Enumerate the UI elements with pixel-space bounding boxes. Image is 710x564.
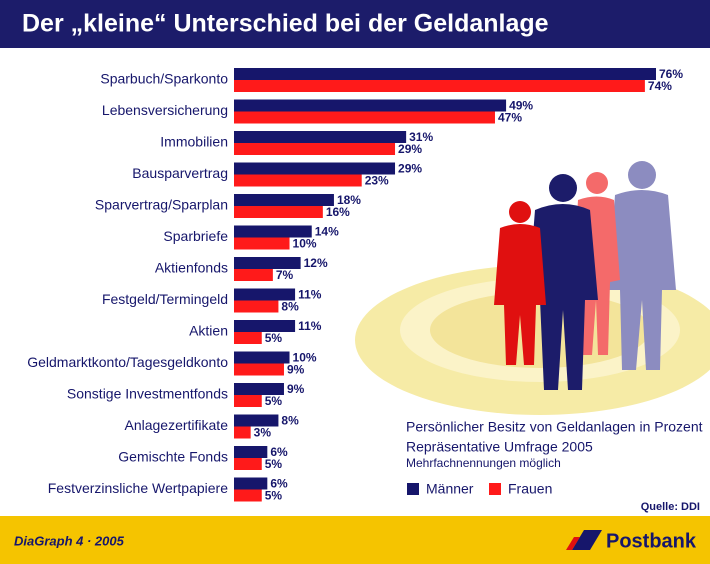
bar xyxy=(234,320,296,332)
bar xyxy=(234,68,656,80)
bar xyxy=(234,111,495,124)
logo-mark xyxy=(572,530,602,550)
value-label: 10% xyxy=(293,351,317,365)
category-label: Sonstige Investmentfonds xyxy=(67,386,228,402)
bar xyxy=(234,162,396,175)
value-label: 9% xyxy=(287,382,305,396)
bar xyxy=(234,300,279,313)
bar xyxy=(234,194,334,206)
value-label: 18% xyxy=(337,193,361,207)
value-label: 23% xyxy=(365,174,389,188)
legend-swatch xyxy=(489,483,501,495)
bar xyxy=(234,206,323,218)
category-label: Gemischte Fonds xyxy=(118,449,228,465)
value-label: 76% xyxy=(659,67,683,81)
bar xyxy=(234,446,268,458)
category-label: Festgeld/Termingeld xyxy=(102,291,228,307)
bar xyxy=(234,363,284,376)
category-label: Sparbriefe xyxy=(163,228,228,244)
value-label: 74% xyxy=(648,79,672,93)
legend-label: Frauen xyxy=(508,481,552,497)
bar xyxy=(234,80,645,92)
value-label: 47% xyxy=(498,111,522,125)
logo-mark xyxy=(566,537,580,550)
value-label: 29% xyxy=(398,162,422,176)
bar xyxy=(234,99,507,112)
bar xyxy=(234,332,262,344)
source: Quelle: DDI xyxy=(641,501,700,513)
bar xyxy=(234,143,396,155)
category-label: Sparbuch/Sparkonto xyxy=(100,71,228,87)
bar xyxy=(234,395,262,407)
value-label: 16% xyxy=(326,205,350,219)
category-label: Geldmarktkonto/Tagesgeldkonto xyxy=(27,354,228,370)
value-label: 8% xyxy=(281,300,299,314)
category-label: Immobilien xyxy=(160,134,228,150)
value-label: 10% xyxy=(293,237,317,251)
value-label: 31% xyxy=(409,130,433,144)
bar xyxy=(234,225,312,238)
bar xyxy=(234,477,268,490)
bar xyxy=(234,414,279,427)
bar xyxy=(234,489,262,502)
value-label: 8% xyxy=(281,414,299,428)
value-label: 29% xyxy=(398,142,422,156)
legend-label: Männer xyxy=(426,481,474,497)
category-label: Aktien xyxy=(189,323,228,339)
value-label: 49% xyxy=(509,99,533,113)
bar xyxy=(234,426,251,439)
annotation: Persönlicher Besitz von Geldanlagen in P… xyxy=(406,419,703,435)
value-label: 3% xyxy=(254,426,272,440)
value-label: 14% xyxy=(315,225,339,239)
bar xyxy=(234,257,301,269)
legend-swatch xyxy=(407,483,419,495)
bar xyxy=(234,351,290,364)
category-label: Aktienfonds xyxy=(155,260,228,276)
bar xyxy=(234,174,362,187)
bar xyxy=(234,288,296,301)
category-label: Anlagezertifikate xyxy=(124,417,228,433)
category-label: Lebensversicherung xyxy=(102,102,228,118)
footer-brand: Postbank xyxy=(606,530,697,552)
value-label: 5% xyxy=(265,394,283,408)
value-label: 9% xyxy=(287,363,305,377)
annotation: Mehrfachnennungen möglich xyxy=(406,456,561,470)
category-label: Festverzinsliche Wertpapiere xyxy=(48,480,228,496)
value-label: 11% xyxy=(298,288,322,302)
value-label: 5% xyxy=(265,489,283,503)
chart-title: Der „kleine“ Unterschied bei der Geldanl… xyxy=(22,10,549,38)
value-label: 12% xyxy=(304,256,328,270)
title-bar xyxy=(0,0,710,48)
bar xyxy=(234,458,262,470)
value-label: 6% xyxy=(270,477,288,491)
value-label: 11% xyxy=(298,319,322,333)
category-label: Bausparvertrag xyxy=(132,165,228,181)
value-label: 5% xyxy=(265,331,283,345)
bar xyxy=(234,237,290,250)
bar xyxy=(234,131,407,143)
footer-left: DiaGraph 4 · 2005 xyxy=(14,533,125,548)
illustration xyxy=(355,161,710,415)
value-label: 6% xyxy=(270,445,288,459)
value-label: 5% xyxy=(265,457,283,471)
bar xyxy=(234,269,273,281)
value-label: 7% xyxy=(276,268,294,282)
annotation: Repräsentative Umfrage 2005 xyxy=(406,439,593,455)
bar xyxy=(234,383,284,395)
category-label: Sparvertrag/Sparplan xyxy=(95,197,228,213)
